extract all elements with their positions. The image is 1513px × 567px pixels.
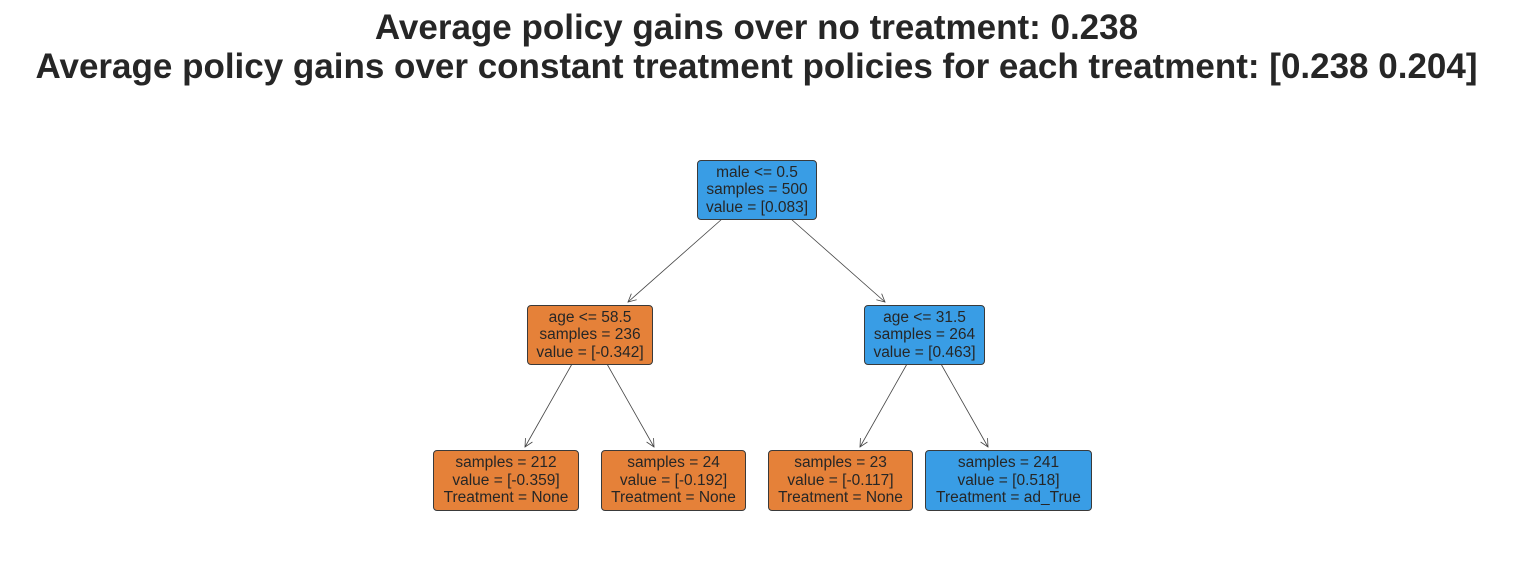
leaf-treatment-label: Treatment = None	[443, 489, 569, 507]
edge-root-left	[627, 218, 723, 303]
tree-leaf-right-right: samples = 241 value = [0.518] Treatment …	[925, 450, 1092, 511]
leaf-treatment-label: Treatment = None	[611, 489, 736, 507]
edge-left-rightleaf	[606, 363, 655, 448]
node-samples-label: samples = 500	[706, 181, 808, 199]
chart-title-line-2: Average policy gains over constant treat…	[35, 47, 1478, 86]
node-samples-label: samples = 264	[873, 326, 976, 344]
tree-leaf-right-left: samples = 23 value = [-0.117] Treatment …	[768, 450, 913, 511]
leaf-samples-label: samples = 212	[455, 454, 557, 472]
edge-right-leftleaf	[859, 363, 908, 448]
leaf-value-label: value = [-0.359]	[452, 471, 560, 489]
chart-title-line-1: Average policy gains over no treatment: …	[374, 8, 1139, 47]
node-split-label: age <= 58.5	[548, 308, 632, 326]
tree-node-right: age <= 31.5 samples = 264 value = [0.463…	[864, 305, 985, 365]
node-split-label: age <= 31.5	[883, 308, 966, 326]
node-value-label: value = [-0.342]	[536, 343, 644, 361]
tree-node-root: male <= 0.5 samples = 500 value = [0.083…	[697, 160, 817, 220]
edge-left-leftleaf	[524, 363, 573, 448]
leaf-samples-label: samples = 23	[794, 454, 887, 472]
leaf-samples-label: samples = 24	[627, 454, 720, 472]
edge-root-right	[790, 218, 886, 303]
node-split-label: male <= 0.5	[716, 163, 798, 181]
node-samples-label: samples = 236	[539, 326, 641, 344]
leaf-value-label: value = [-0.117]	[787, 471, 894, 489]
leaf-treatment-label: Treatment = ad_True	[936, 489, 1081, 507]
leaf-value-label: value = [0.518]	[957, 471, 1060, 489]
node-value-label: value = [0.463]	[873, 343, 976, 361]
leaf-treatment-label: Treatment = None	[778, 489, 903, 507]
tree-node-left: age <= 58.5 samples = 236 value = [-0.34…	[527, 305, 653, 365]
edge-right-rightleaf	[940, 363, 989, 448]
tree-leaf-left-left: samples = 212 value = [-0.359] Treatment…	[433, 450, 579, 511]
node-value-label: value = [0.083]	[705, 198, 809, 216]
tree-leaf-left-right: samples = 24 value = [-0.192] Treatment …	[601, 450, 746, 511]
leaf-samples-label: samples = 241	[957, 454, 1060, 472]
leaf-value-label: value = [-0.192]	[619, 471, 728, 489]
